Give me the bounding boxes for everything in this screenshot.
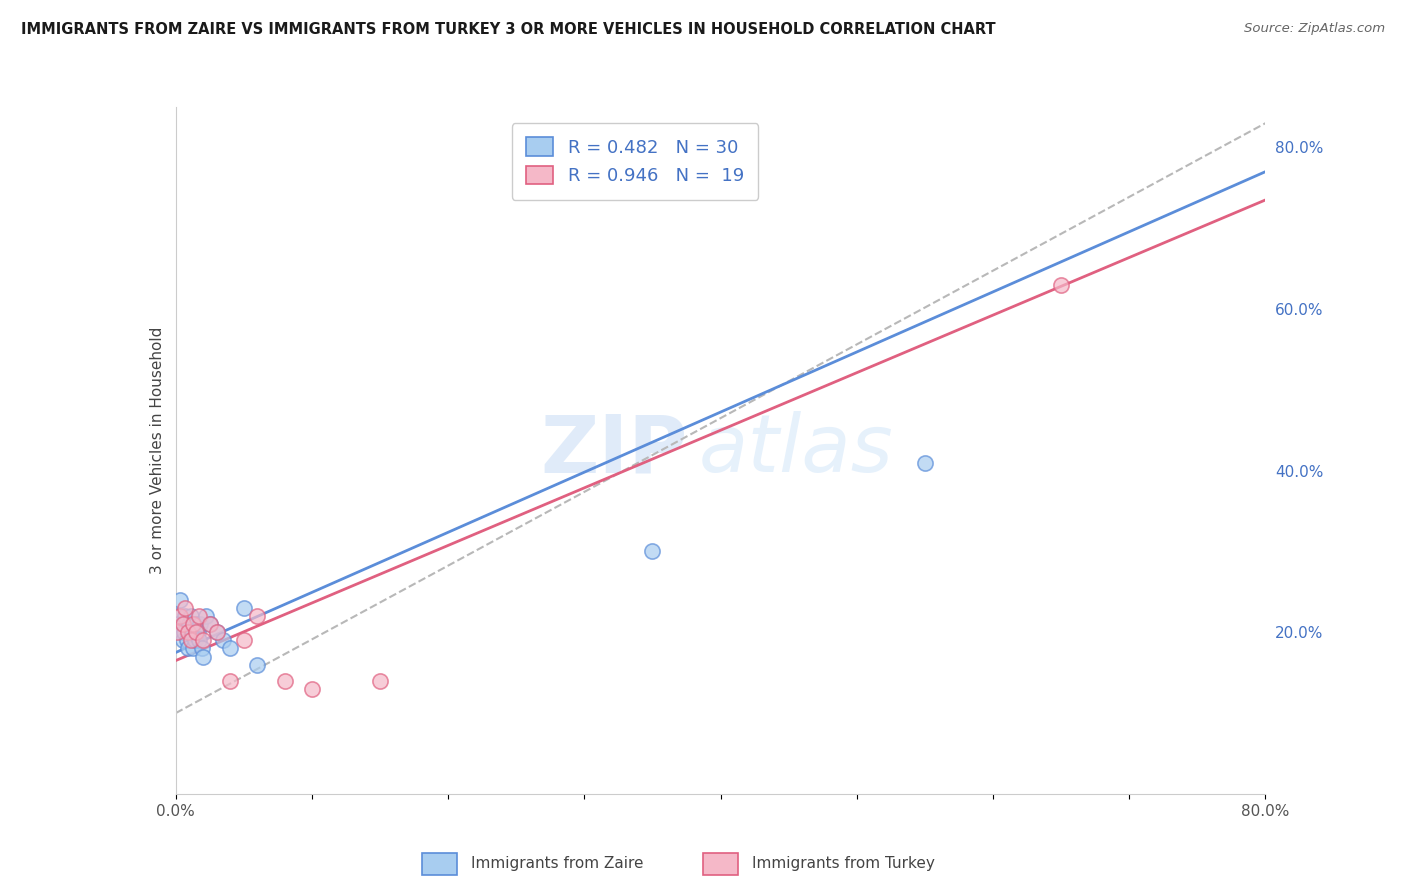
- Legend: R = 0.482   N = 30, R = 0.946   N =  19: R = 0.482 N = 30, R = 0.946 N = 19: [512, 123, 758, 200]
- Text: Immigrants from Turkey: Immigrants from Turkey: [752, 856, 935, 871]
- Point: [176, 633, 198, 648]
- Point: [186, 625, 209, 640]
- Point: [246, 609, 269, 624]
- Point: [172, 617, 194, 632]
- Text: ZIP: ZIP: [541, 411, 688, 490]
- Point: [180, 633, 202, 648]
- Point: [232, 633, 254, 648]
- FancyBboxPatch shape: [703, 853, 738, 875]
- Point: [274, 673, 297, 688]
- Point: [180, 609, 202, 624]
- Point: [170, 625, 193, 640]
- Point: [641, 544, 664, 558]
- Point: [186, 625, 208, 640]
- Point: [169, 609, 191, 624]
- Point: [219, 673, 242, 688]
- Point: [188, 617, 211, 632]
- Point: [174, 609, 197, 624]
- Point: [198, 617, 221, 632]
- FancyBboxPatch shape: [422, 853, 457, 875]
- Point: [166, 609, 188, 624]
- Point: [187, 633, 209, 648]
- Point: [173, 625, 195, 640]
- Point: [174, 601, 197, 615]
- Point: [179, 617, 201, 632]
- Point: [198, 617, 221, 632]
- Point: [232, 601, 254, 615]
- Point: [167, 617, 190, 632]
- Text: Immigrants from Zaire: Immigrants from Zaire: [471, 856, 644, 871]
- Point: [191, 633, 214, 648]
- Text: atlas: atlas: [699, 411, 894, 490]
- Point: [246, 657, 269, 672]
- Point: [212, 633, 235, 648]
- Point: [1050, 277, 1073, 292]
- Point: [190, 641, 212, 656]
- Y-axis label: 3 or more Vehicles in Household: 3 or more Vehicles in Household: [149, 326, 165, 574]
- Point: [172, 633, 194, 648]
- Point: [219, 641, 242, 656]
- Point: [177, 625, 200, 640]
- Point: [301, 681, 323, 696]
- Point: [914, 456, 936, 470]
- Point: [169, 593, 191, 607]
- Point: [183, 641, 205, 656]
- Point: [177, 641, 200, 656]
- Point: [194, 609, 217, 624]
- Point: [187, 609, 209, 624]
- Point: [205, 625, 228, 640]
- Point: [191, 649, 214, 664]
- Point: [186, 617, 208, 632]
- Point: [183, 617, 205, 632]
- Point: [184, 633, 207, 648]
- Text: IMMIGRANTS FROM ZAIRE VS IMMIGRANTS FROM TURKEY 3 OR MORE VEHICLES IN HOUSEHOLD : IMMIGRANTS FROM ZAIRE VS IMMIGRANTS FROM…: [21, 22, 995, 37]
- Point: [368, 673, 391, 688]
- Point: [173, 617, 195, 632]
- Point: [166, 625, 188, 640]
- Text: Source: ZipAtlas.com: Source: ZipAtlas.com: [1244, 22, 1385, 36]
- Point: [205, 625, 228, 640]
- Point: [181, 625, 204, 640]
